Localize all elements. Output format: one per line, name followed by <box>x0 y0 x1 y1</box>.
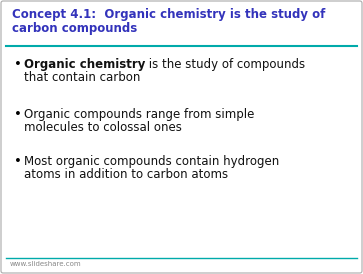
Text: Organic compounds range from simple: Organic compounds range from simple <box>24 108 254 121</box>
Text: •: • <box>14 155 22 168</box>
Text: is the study of compounds: is the study of compounds <box>145 58 306 71</box>
Text: Concept 4.1:  Organic chemistry is the study of: Concept 4.1: Organic chemistry is the st… <box>12 8 325 21</box>
Text: •: • <box>14 58 22 71</box>
Text: that contain carbon: that contain carbon <box>24 71 140 84</box>
Text: molecules to colossal ones: molecules to colossal ones <box>24 121 182 134</box>
Text: Organic chemistry: Organic chemistry <box>24 58 145 71</box>
Text: Most organic compounds contain hydrogen: Most organic compounds contain hydrogen <box>24 155 279 168</box>
Text: www.slideshare.com: www.slideshare.com <box>10 261 82 267</box>
Text: •: • <box>14 108 22 121</box>
Text: carbon compounds: carbon compounds <box>12 22 137 35</box>
Text: atoms in addition to carbon atoms: atoms in addition to carbon atoms <box>24 168 228 181</box>
